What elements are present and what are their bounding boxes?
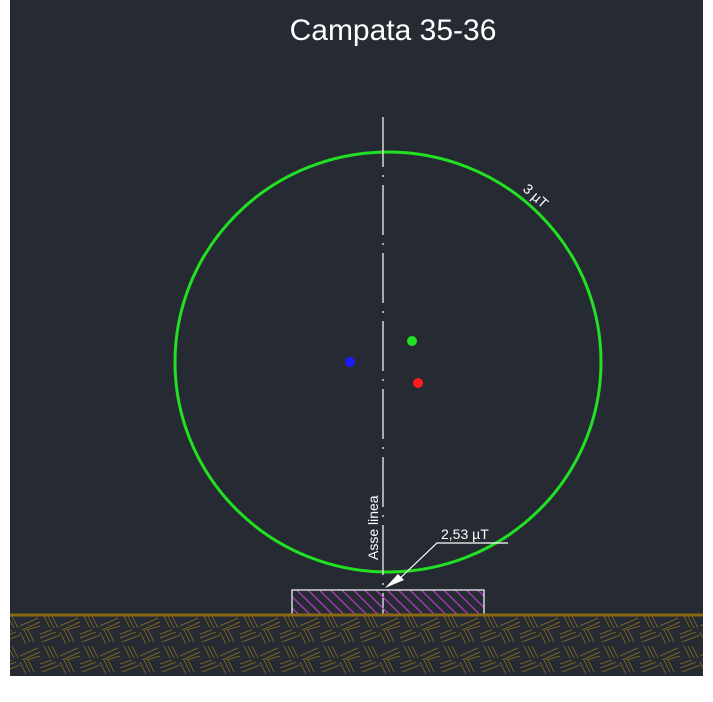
leader-line (394, 542, 508, 584)
measurement-label: 2,53 µT (441, 526, 489, 542)
measurement-area (291, 589, 485, 616)
leader-arrow (385, 574, 404, 588)
background (10, 0, 703, 676)
title: Campata 35-36 (290, 14, 497, 47)
field-contour (173, 150, 603, 574)
conductor (345, 357, 355, 367)
conductor (407, 336, 417, 346)
axis-label: Asse linea (365, 495, 381, 560)
conductor (413, 378, 423, 388)
ground (10, 616, 703, 676)
